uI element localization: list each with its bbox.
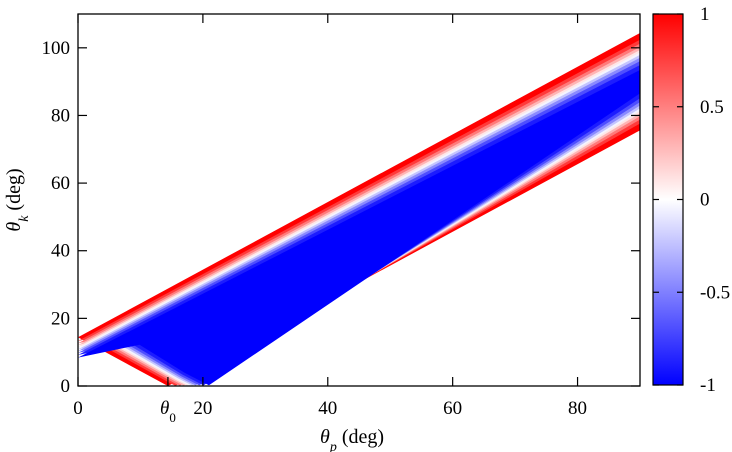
y-axis: 0 20 40 60 80 100	[42, 38, 640, 397]
x-axis: 0 20 40 60 80	[73, 14, 587, 419]
plot-frame	[77, 13, 641, 387]
colorbar-ticks: 1 0.5 0 -0.5 -1	[653, 4, 730, 396]
y-tick-label: 80	[51, 105, 70, 126]
colorbar-tick-label: 0.5	[700, 97, 724, 118]
theta0-annotation: θ0	[160, 398, 176, 425]
x-tick-label: 20	[193, 398, 212, 419]
x-tick-label: 80	[568, 398, 587, 419]
band-level-9	[78, 69, 640, 386]
colorbar-tick-label: -0.5	[700, 282, 730, 303]
colorbar: 1 0.5 0 -0.5 -1	[652, 4, 730, 396]
y-tick-label: 20	[51, 308, 70, 329]
x-tick-label: 60	[443, 398, 462, 419]
x-tick-label: 40	[318, 398, 337, 419]
y-tick-label: 60	[51, 173, 70, 194]
y-axis-label: θk (deg)	[3, 168, 32, 231]
x-tick-label: 0	[73, 398, 83, 419]
colorbar-tick-label: 0	[700, 190, 710, 211]
y-tick-label: 40	[51, 241, 70, 262]
colorbar-tick-label: -1	[700, 375, 716, 396]
y-tick-label: 0	[61, 376, 71, 397]
heatmap-region	[78, 32, 640, 386]
colorbar-tick-label: 1	[700, 4, 710, 25]
y-tick-label: 100	[42, 38, 71, 59]
x-axis-label: θp (deg)	[320, 426, 384, 452]
